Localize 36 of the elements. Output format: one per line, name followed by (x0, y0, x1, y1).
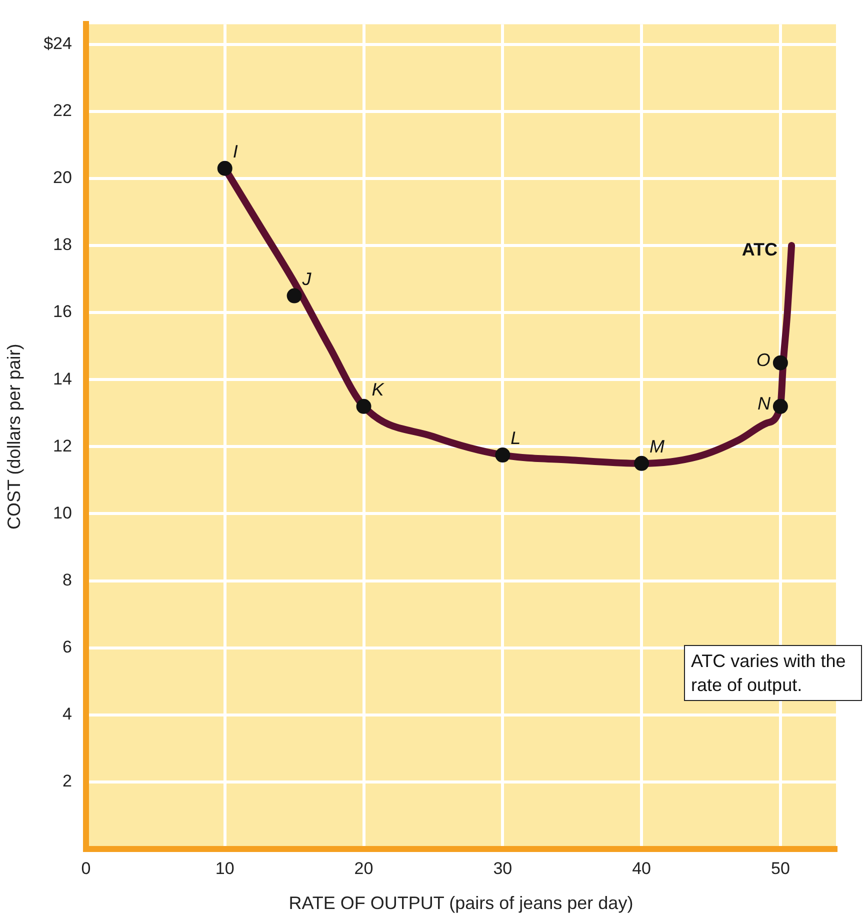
point (772, 355, 788, 370)
annotation: L (510, 428, 521, 448)
point (356, 398, 372, 414)
y-axis-title: COST (dollars per pair) (4, 344, 24, 530)
y-tick-label: 18 (53, 235, 72, 254)
annotation: K (372, 379, 385, 400)
x-axis-title: RATE OF OUTPUT (pairs of jeans per day) (288, 893, 634, 914)
point (495, 448, 510, 463)
point (217, 160, 232, 176)
y-tick-label: 10 (53, 503, 72, 522)
point (772, 398, 788, 414)
annotation: ATC varies with the rate of output. (684, 645, 862, 701)
annotation: J (301, 268, 312, 289)
annotation: ATC (742, 239, 778, 260)
y-tick-label: 14 (53, 369, 72, 388)
annotation: I (232, 141, 238, 162)
y-tick-label: 6 (62, 638, 72, 657)
x-tick-label: 10 (215, 858, 234, 878)
x-tick-label: 40 (632, 858, 652, 878)
point (286, 288, 302, 304)
annotation: O (756, 350, 770, 370)
y-tick-label: 16 (53, 302, 72, 322)
y-tick-label: $24 (44, 34, 72, 54)
x-tick-label: 20 (354, 858, 374, 878)
y-tick-label: 12 (53, 436, 72, 456)
x-tick-label: 0 (81, 858, 91, 878)
point (634, 456, 650, 471)
x-tick-label: 30 (493, 858, 512, 878)
y-tick-label: 22 (53, 101, 72, 120)
annotation: M (650, 436, 665, 456)
y-tick-label: 2 (62, 772, 72, 791)
y-tick-label: 8 (62, 570, 72, 590)
x-tick-label: 50 (770, 858, 790, 878)
y-tick-label: 4 (62, 704, 72, 724)
y-tick-label: 20 (53, 168, 72, 188)
annotation: N (757, 393, 772, 414)
